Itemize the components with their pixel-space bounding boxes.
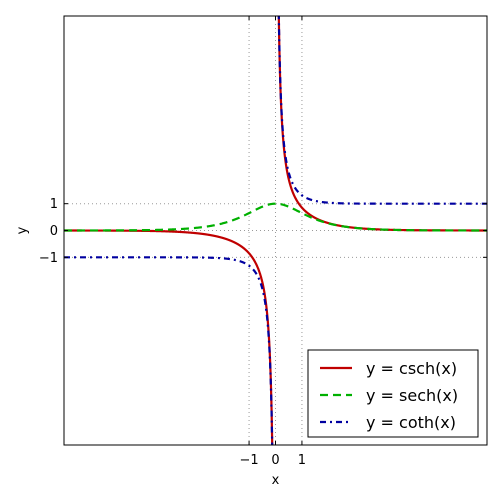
x-axis-label: x (272, 473, 280, 488)
legend-label-csch: y = csch(x) (366, 359, 457, 378)
line-coth-branch-1 (64, 256, 274, 445)
legend-label-coth: y = coth(x) (366, 413, 456, 432)
line-csch-branch-1 (64, 229, 274, 445)
y-axis-label: y (15, 226, 30, 234)
legend: y = csch(x) y = sech(x) y = coth(x) (307, 349, 479, 438)
axis-ticks: −1 0 1 1 0 −1 (39, 16, 487, 468)
x-tick-label: 1 (298, 453, 306, 468)
line-coth-branch-2 (277, 16, 487, 205)
line-sech-branch-1 (64, 202, 487, 232)
y-tick-label: 1 (50, 197, 58, 212)
y-tick-label: −1 (39, 251, 58, 266)
x-tick-label: 0 (271, 453, 279, 468)
y-tick-label: 0 (50, 224, 58, 239)
series-sech (64, 202, 487, 232)
x-tick-label: −1 (239, 453, 258, 468)
legend-label-sech: y = sech(x) (366, 386, 458, 405)
series-coth (64, 16, 487, 445)
series-layer (64, 16, 487, 445)
